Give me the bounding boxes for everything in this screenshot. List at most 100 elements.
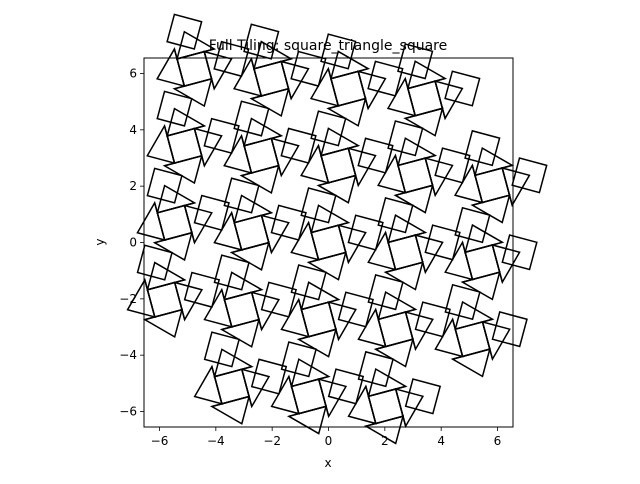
tile-triangle <box>156 47 186 88</box>
tile-triangle <box>126 277 156 319</box>
tile-triangle <box>317 378 348 419</box>
tile-triangle <box>203 50 233 91</box>
tile-triangle <box>460 271 501 301</box>
tile-triangle <box>223 133 253 175</box>
tile-square <box>213 254 250 291</box>
tile-triangle <box>357 307 387 348</box>
tile-triangle <box>393 184 434 214</box>
tile-square <box>367 60 404 97</box>
tile-square <box>367 273 404 311</box>
x-tick-label: 4 <box>437 434 445 448</box>
tile-triangle <box>229 241 270 271</box>
y-axis-label: y <box>93 238 107 245</box>
tile-triangle <box>250 291 280 332</box>
tile-triangle <box>424 157 454 198</box>
tile-triangle <box>270 137 300 178</box>
tile-triangle <box>306 251 347 281</box>
tile-triangle <box>280 297 310 338</box>
tile-square <box>290 264 327 301</box>
tile-square <box>136 244 173 281</box>
tile-triangle <box>290 220 320 261</box>
tile-triangle <box>162 154 203 185</box>
tile-square <box>156 90 193 127</box>
tile-square <box>491 311 528 348</box>
tile-square <box>270 204 307 241</box>
tile-triangle <box>403 107 444 137</box>
tile-triangle <box>367 230 397 271</box>
tile-square <box>280 341 317 378</box>
tile-triangle <box>357 70 387 111</box>
tile-triangle <box>142 308 184 339</box>
y-tick-label: 0 <box>129 236 137 250</box>
x-axis-label: x <box>324 456 331 470</box>
tile-triangle <box>363 415 405 445</box>
y-axis-ticks: −6 −4 −2 0 2 4 6 <box>119 66 144 419</box>
tile-triangle <box>383 261 424 291</box>
tile-triangle <box>232 56 263 98</box>
tile-triangle <box>136 200 166 242</box>
tile-square <box>397 43 434 80</box>
x-tick-label: −2 <box>263 434 281 448</box>
tile-square <box>310 110 347 147</box>
tile-square <box>290 50 327 87</box>
tile-square <box>454 206 491 244</box>
tile-triangle <box>219 318 261 348</box>
tile-triangle <box>193 127 223 168</box>
tile-square <box>260 281 298 318</box>
tile-triangle <box>326 97 367 127</box>
tile-square <box>233 100 270 137</box>
tile-square <box>146 167 183 204</box>
tile-square <box>434 147 471 184</box>
tile-square <box>444 70 481 107</box>
y-tick-label: 2 <box>129 179 137 193</box>
tile-triangle <box>270 374 300 415</box>
tile-square <box>387 120 424 157</box>
tile-triangle <box>260 214 290 255</box>
tile-triangle <box>501 166 531 208</box>
tile-square <box>300 187 337 224</box>
tile-triangle <box>434 80 464 121</box>
x-tick-label: 0 <box>325 434 333 448</box>
tile-square <box>203 331 241 368</box>
tile-triangle <box>481 320 511 362</box>
tile-triangle <box>296 328 337 358</box>
tile-square <box>337 291 374 328</box>
y-tick-label: 6 <box>129 66 137 80</box>
tile-square <box>511 157 548 194</box>
tile-triangle <box>172 77 213 108</box>
tile-square <box>183 271 221 308</box>
tile-triangle <box>209 395 251 425</box>
tile-square <box>501 234 538 271</box>
tile-triangle <box>280 60 310 101</box>
x-tick-label: 6 <box>494 434 502 448</box>
tile-triangle <box>183 204 213 245</box>
tile-square <box>444 283 481 321</box>
tile-square <box>320 33 357 70</box>
tile-square <box>193 194 230 231</box>
tile-triangle <box>173 281 204 322</box>
tile-square <box>377 197 414 234</box>
tile-square <box>203 117 240 155</box>
tile-square <box>357 350 394 388</box>
tile-square <box>213 40 250 78</box>
tile-triangle <box>300 143 330 184</box>
tile-triangle <box>434 317 464 358</box>
y-tick-label: −4 <box>119 348 137 362</box>
tile-square <box>357 137 394 174</box>
tile-triangle <box>316 174 357 204</box>
tile-triangle <box>193 364 223 405</box>
tile-square <box>250 358 288 395</box>
tile-triangle <box>239 164 280 194</box>
tile-triangle <box>414 234 444 275</box>
x-tick-label: −4 <box>207 434 225 448</box>
tile-triangle <box>444 240 474 281</box>
tile-triangle <box>394 387 425 429</box>
tile-triangle <box>309 66 340 107</box>
tile-square <box>414 301 451 338</box>
tile-square <box>347 214 384 251</box>
y-tick-label: −2 <box>119 292 137 306</box>
tile-triangle <box>146 123 176 165</box>
tile-triangle <box>404 310 434 352</box>
